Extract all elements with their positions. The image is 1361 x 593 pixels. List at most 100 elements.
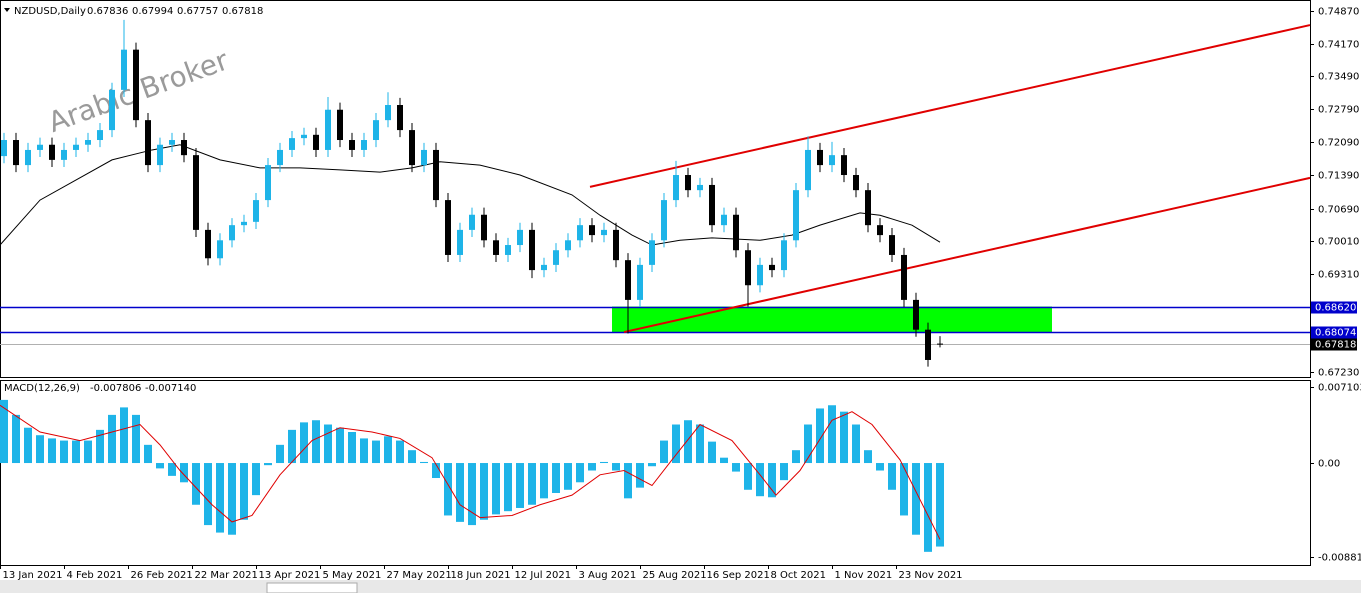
macd-bar bbox=[180, 463, 188, 483]
candle-body bbox=[1, 140, 7, 157]
candle-body bbox=[205, 229, 211, 259]
candle-body bbox=[769, 264, 775, 271]
macd-bar bbox=[924, 463, 932, 552]
candle-body bbox=[109, 89, 115, 131]
candle-body bbox=[781, 240, 787, 271]
candle-body bbox=[913, 299, 919, 330]
y-tick-label: 0.72090 bbox=[1318, 138, 1359, 149]
macd-bar bbox=[144, 444, 152, 464]
candle-body bbox=[25, 149, 31, 166]
candle-body bbox=[13, 140, 19, 166]
candle-body bbox=[325, 109, 331, 150]
candle-body bbox=[433, 149, 439, 201]
macd-bar bbox=[828, 405, 836, 464]
ohlc-close: 0.67818 bbox=[222, 6, 263, 17]
macd-bar bbox=[732, 463, 740, 472]
macd-bar bbox=[684, 420, 692, 464]
candle-body bbox=[865, 190, 871, 226]
macd-bar bbox=[264, 463, 272, 466]
candle-body bbox=[601, 229, 607, 236]
symbol-menu-icon[interactable] bbox=[4, 8, 10, 12]
x-tick-label: 5 May 2021 bbox=[323, 570, 382, 581]
candle-body bbox=[217, 240, 223, 259]
macd-bar bbox=[804, 424, 812, 464]
macd-bar bbox=[312, 420, 320, 464]
candle-body bbox=[361, 140, 367, 150]
y-tick-label: 0.72790 bbox=[1318, 105, 1359, 116]
macd-bar bbox=[72, 440, 80, 464]
candle-body bbox=[97, 130, 103, 141]
candle-body bbox=[925, 329, 931, 360]
candle-body bbox=[397, 105, 403, 131]
candle-body bbox=[145, 120, 151, 166]
candle-body bbox=[265, 165, 271, 201]
trendline bbox=[623, 176, 1311, 334]
macd-bar bbox=[228, 463, 236, 535]
macd-bar bbox=[240, 463, 248, 520]
candle-body bbox=[745, 250, 751, 286]
candle-body bbox=[301, 134, 307, 139]
candle-body bbox=[253, 200, 259, 222]
candle-body bbox=[157, 144, 163, 166]
macd-bar bbox=[204, 463, 212, 526]
hline-label: 0.68074 bbox=[1315, 328, 1356, 339]
x-tick-label: 22 Mar 2021 bbox=[195, 570, 258, 581]
candle-body bbox=[709, 184, 715, 226]
macd-bar bbox=[888, 463, 896, 490]
macd-bar bbox=[0, 399, 8, 464]
macd-bar bbox=[96, 429, 104, 464]
macd-title: MACD(12,26,9) bbox=[4, 383, 80, 394]
price-label-box bbox=[1311, 326, 1357, 339]
candle-body bbox=[181, 140, 187, 156]
x-tick-label: 4 Feb 2021 bbox=[67, 570, 123, 581]
macd-bar bbox=[720, 457, 728, 464]
macd-bar bbox=[12, 414, 20, 464]
x-tick-label: 27 May 2021 bbox=[387, 570, 452, 581]
candle-body bbox=[613, 229, 619, 261]
macd-bar bbox=[636, 463, 644, 488]
candle-body bbox=[721, 214, 727, 226]
y-tick-label: 0.74170 bbox=[1318, 40, 1359, 51]
macd-bar bbox=[396, 440, 404, 464]
candle-body bbox=[937, 343, 943, 345]
candle-body bbox=[673, 175, 679, 201]
macd-bar bbox=[192, 463, 200, 505]
macd-bar bbox=[132, 414, 140, 464]
macd-bar bbox=[756, 463, 764, 497]
price-label-box bbox=[1311, 338, 1357, 351]
macd-bar bbox=[480, 463, 488, 520]
candle-body bbox=[169, 140, 175, 145]
macd-bar bbox=[432, 463, 440, 479]
macd-bar bbox=[552, 463, 560, 493]
candle-body bbox=[565, 240, 571, 251]
macd-bar bbox=[768, 463, 776, 498]
macd-bar bbox=[36, 435, 44, 464]
macd-bar bbox=[912, 463, 920, 535]
candle-body bbox=[337, 109, 343, 141]
candle-body bbox=[121, 49, 127, 90]
symbol-label: NZDUSD,Daily bbox=[14, 6, 86, 17]
x-tick-label: 3 Aug 2021 bbox=[579, 570, 637, 581]
candle-body bbox=[457, 229, 463, 255]
ohlc-low: 0.67757 bbox=[177, 6, 218, 17]
macd-panel bbox=[0, 380, 1311, 566]
candle-body bbox=[733, 214, 739, 251]
macd-bar bbox=[324, 424, 332, 464]
macd-bar bbox=[288, 429, 296, 464]
candle-body bbox=[61, 149, 67, 160]
candle-body bbox=[385, 105, 391, 121]
hline-label: 0.68620 bbox=[1315, 303, 1356, 314]
candle-body bbox=[805, 149, 811, 191]
macd-bar bbox=[612, 463, 620, 471]
signal-readout: -0.007140 bbox=[145, 383, 196, 394]
candle-body bbox=[505, 245, 511, 255]
price-panel bbox=[0, 0, 1311, 378]
trendline bbox=[589, 24, 1311, 188]
macd-y-tick-label: -0.008813 bbox=[1318, 553, 1361, 564]
macd-bar bbox=[852, 424, 860, 464]
macd-bar bbox=[840, 411, 848, 464]
active-tab[interactable] bbox=[266, 582, 358, 593]
candle-body bbox=[625, 260, 631, 300]
macd-bar bbox=[156, 463, 164, 469]
